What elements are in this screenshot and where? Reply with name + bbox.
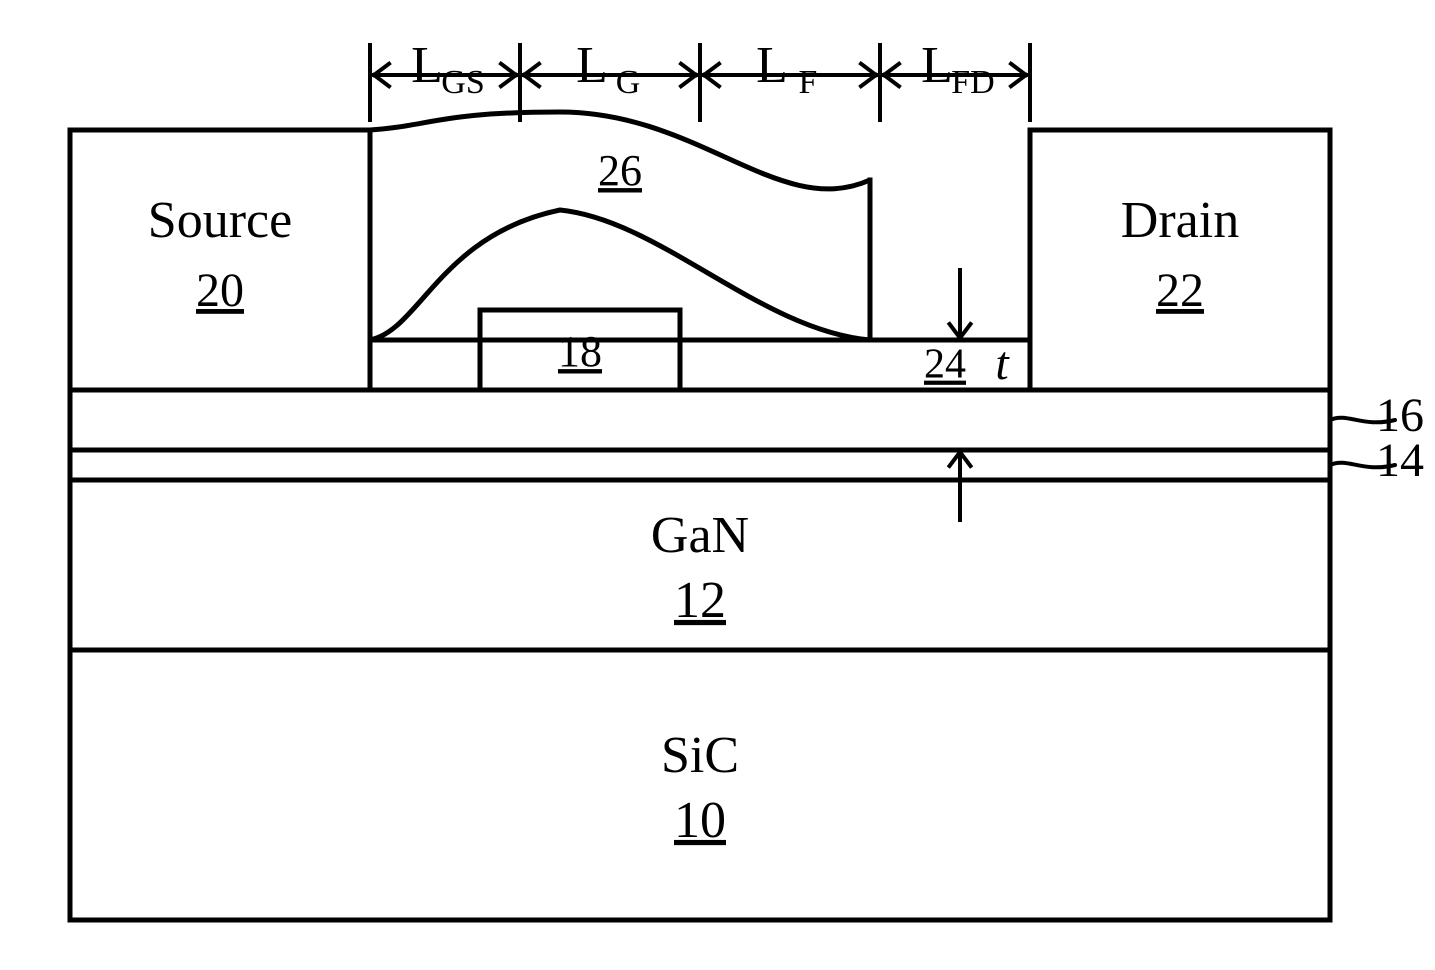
svg-text:t: t (995, 337, 1010, 390)
drain-ref: 22 (1156, 264, 1204, 317)
svg-text:26: 26 (598, 146, 642, 195)
svg-text:F: F (799, 64, 818, 101)
svg-text:G: G (616, 64, 641, 101)
dim-label: LG (576, 37, 640, 101)
svg-text:18: 18 (558, 327, 602, 376)
source-ref: 20 (196, 264, 244, 317)
svg-text:SiC: SiC (661, 727, 739, 784)
svg-text:14: 14 (1376, 434, 1424, 487)
svg-text:L: L (411, 37, 443, 94)
svg-text:L: L (921, 37, 953, 94)
source-label: Source (148, 192, 292, 249)
svg-text:24: 24 (924, 342, 966, 388)
svg-text:FD: FD (951, 64, 994, 101)
svg-text:L: L (756, 37, 788, 94)
svg-text:12: 12 (674, 572, 726, 629)
svg-text:GS: GS (441, 64, 484, 101)
dim-label: LFD (921, 37, 995, 101)
svg-text:GaN: GaN (651, 507, 749, 564)
dim-label: LF (756, 37, 817, 101)
dim-label: LGS (411, 37, 485, 101)
drain-label: Drain (1121, 192, 1239, 249)
svg-text:10: 10 (674, 792, 726, 849)
svg-text:L: L (576, 37, 608, 94)
